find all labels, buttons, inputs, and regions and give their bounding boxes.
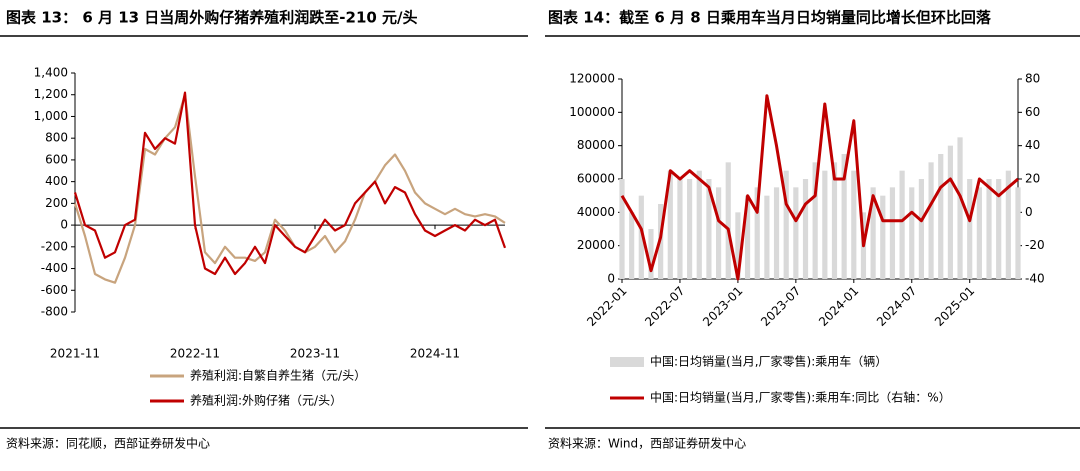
x-tick-label: 2024-01: [816, 284, 861, 329]
line: [73, 91, 507, 276]
x-tick-label: 2022-11: [170, 347, 220, 361]
bar: [677, 179, 683, 279]
x-tick-label: 2024-11: [410, 347, 460, 361]
legend-label: 养殖利润:自繁自养生猪（元/头）: [190, 368, 366, 383]
legend-label: 中国:日均销量(当月,厂家零售):乘用车:同比（右轴：%）: [650, 390, 951, 405]
y-tick-label: -600: [41, 283, 68, 297]
y-tick-label: 1,200: [34, 87, 68, 101]
bar: [735, 212, 741, 279]
bar: [996, 179, 1002, 279]
y-tick-label: 800: [45, 131, 68, 145]
bar: [831, 162, 838, 279]
y-tick-label: 0: [607, 272, 615, 286]
bar: [976, 187, 982, 279]
y2-tick-label: -40: [1025, 272, 1045, 286]
bar: [880, 195, 886, 279]
y2-tick-label: 0: [1025, 205, 1033, 219]
line: [73, 93, 506, 284]
bar: [696, 170, 702, 279]
bar: [909, 187, 915, 279]
y-tick-label: 1,400: [34, 66, 68, 80]
bar: [764, 195, 770, 279]
x-tick-label: 2021-11: [50, 347, 100, 361]
y2-tick-label: 60: [1025, 105, 1040, 119]
bar: [957, 137, 963, 279]
bar: [638, 195, 644, 279]
x-tick-label: 2023-11: [290, 347, 340, 361]
legend-swatch: [610, 357, 644, 367]
y-tick-label: 60000: [577, 172, 615, 186]
bar: [667, 170, 673, 279]
bar: [1015, 187, 1021, 279]
x-tick-label: 2023-07: [758, 284, 803, 329]
y-tick-label: 100000: [569, 105, 615, 119]
y-tick-label: 0: [60, 218, 68, 232]
y-tick-label: 80000: [577, 138, 615, 152]
x-tick-label: 2022-07: [642, 284, 687, 329]
y-tick-label: 200: [45, 196, 68, 210]
bar: [725, 162, 731, 279]
source: 资料来源：Wind，西部证券研发中心: [548, 436, 746, 451]
y2-tick-label: 80: [1025, 72, 1040, 86]
y-tick-label: -400: [41, 261, 68, 275]
y2-tick-label: 40: [1025, 138, 1040, 152]
bar: [793, 187, 799, 279]
bar: [822, 170, 828, 279]
y-tick-label: -200: [41, 239, 68, 253]
x-tick-label: 2023-01: [700, 284, 745, 329]
y-tick-label: -800: [41, 305, 68, 319]
x-tick-label: 2022-01: [584, 284, 629, 329]
y-tick-label: 20000: [577, 238, 615, 252]
bar: [918, 179, 925, 279]
bar: [851, 170, 857, 279]
bar: [889, 187, 896, 279]
bar: [744, 195, 751, 279]
x-tick-label: 2025-01: [932, 284, 977, 329]
bar: [773, 187, 780, 279]
bar: [899, 170, 905, 279]
bar: [938, 154, 944, 279]
bar: [754, 187, 760, 279]
bar: [947, 145, 953, 279]
bar: [783, 170, 789, 279]
bar: [715, 187, 722, 279]
legend-label: 养殖利润:外购仔猪（元/头）: [190, 393, 342, 408]
y-tick-label: 1,000: [34, 109, 68, 123]
chart-title: 图表 13： 6 月 13 日当周外购仔猪养殖利润跌至-210 元/头: [6, 9, 418, 27]
y2-tick-label: 20: [1025, 172, 1040, 186]
legend-label: 中国:日均销量(当月,厂家零售):乘用车（辆）: [650, 354, 887, 369]
bar: [1005, 170, 1011, 279]
line: [620, 94, 1019, 281]
bar: [648, 229, 654, 279]
bar: [802, 179, 809, 279]
y-tick-label: 400: [45, 174, 68, 188]
bar: [928, 162, 934, 279]
bar: [870, 187, 876, 279]
x-tick-label: 2024-07: [874, 284, 919, 329]
bar: [687, 179, 693, 279]
chart-title: 图表 14：截至 6 月 8 日乘用车当月日均销量同比增长但环比回落: [548, 9, 992, 27]
y-tick-label: 600: [45, 152, 68, 166]
y2-tick-label: -20: [1025, 238, 1045, 252]
bar: [841, 154, 847, 279]
bar: [812, 162, 818, 279]
bar: [967, 179, 973, 279]
bar: [619, 179, 625, 279]
bar: [706, 179, 712, 279]
bar: [629, 212, 635, 279]
bar: [986, 179, 992, 279]
source: 资料来源：同花顺，西部证券研发中心: [6, 436, 210, 451]
y-tick-label: 40000: [577, 205, 615, 219]
y-tick-label: 120000: [569, 72, 615, 86]
